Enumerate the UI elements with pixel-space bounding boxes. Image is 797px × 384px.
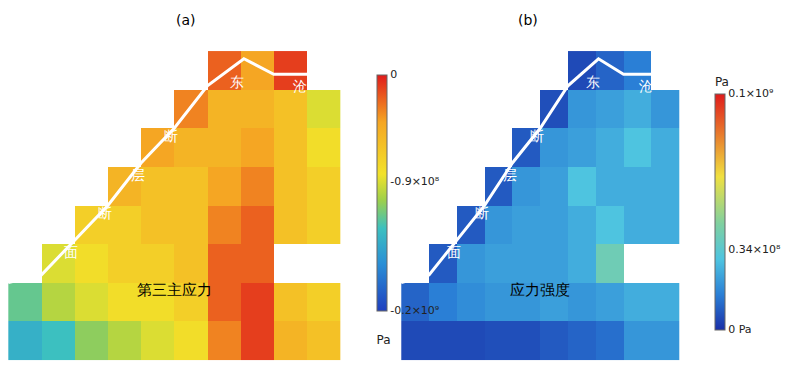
svg-text:沧: 沧	[293, 78, 307, 94]
svg-text:应力强度: 应力强度	[510, 281, 570, 299]
svg-text:0: 0	[390, 68, 397, 81]
svg-text:0 Pa: 0 Pa	[728, 323, 751, 336]
svg-text:0.1×10⁹: 0.1×10⁹	[728, 87, 773, 100]
svg-text:面: 面	[447, 244, 461, 260]
svg-text:(b): (b)	[518, 12, 538, 28]
svg-text:断: 断	[98, 205, 112, 221]
svg-text:断: 断	[475, 205, 489, 221]
svg-text:东: 东	[586, 74, 600, 90]
svg-text:东: 东	[230, 74, 244, 90]
svg-text:沧: 沧	[639, 78, 653, 94]
svg-text:第三主应力: 第三主应力	[137, 281, 212, 299]
svg-text:面: 面	[64, 244, 78, 260]
svg-text:(a): (a)	[176, 12, 196, 28]
svg-text:Pa: Pa	[715, 75, 729, 89]
svg-text:断: 断	[164, 128, 178, 144]
svg-text:-0.2×10⁹: -0.2×10⁹	[390, 304, 439, 317]
svg-text:0.34×10⁸: 0.34×10⁸	[728, 243, 781, 256]
svg-text:Pa: Pa	[377, 333, 391, 347]
svg-text:-0.9×10⁸: -0.9×10⁸	[390, 175, 440, 188]
svg-text:层: 层	[503, 167, 517, 183]
svg-text:层: 层	[131, 167, 145, 183]
svg-text:断: 断	[530, 128, 544, 144]
